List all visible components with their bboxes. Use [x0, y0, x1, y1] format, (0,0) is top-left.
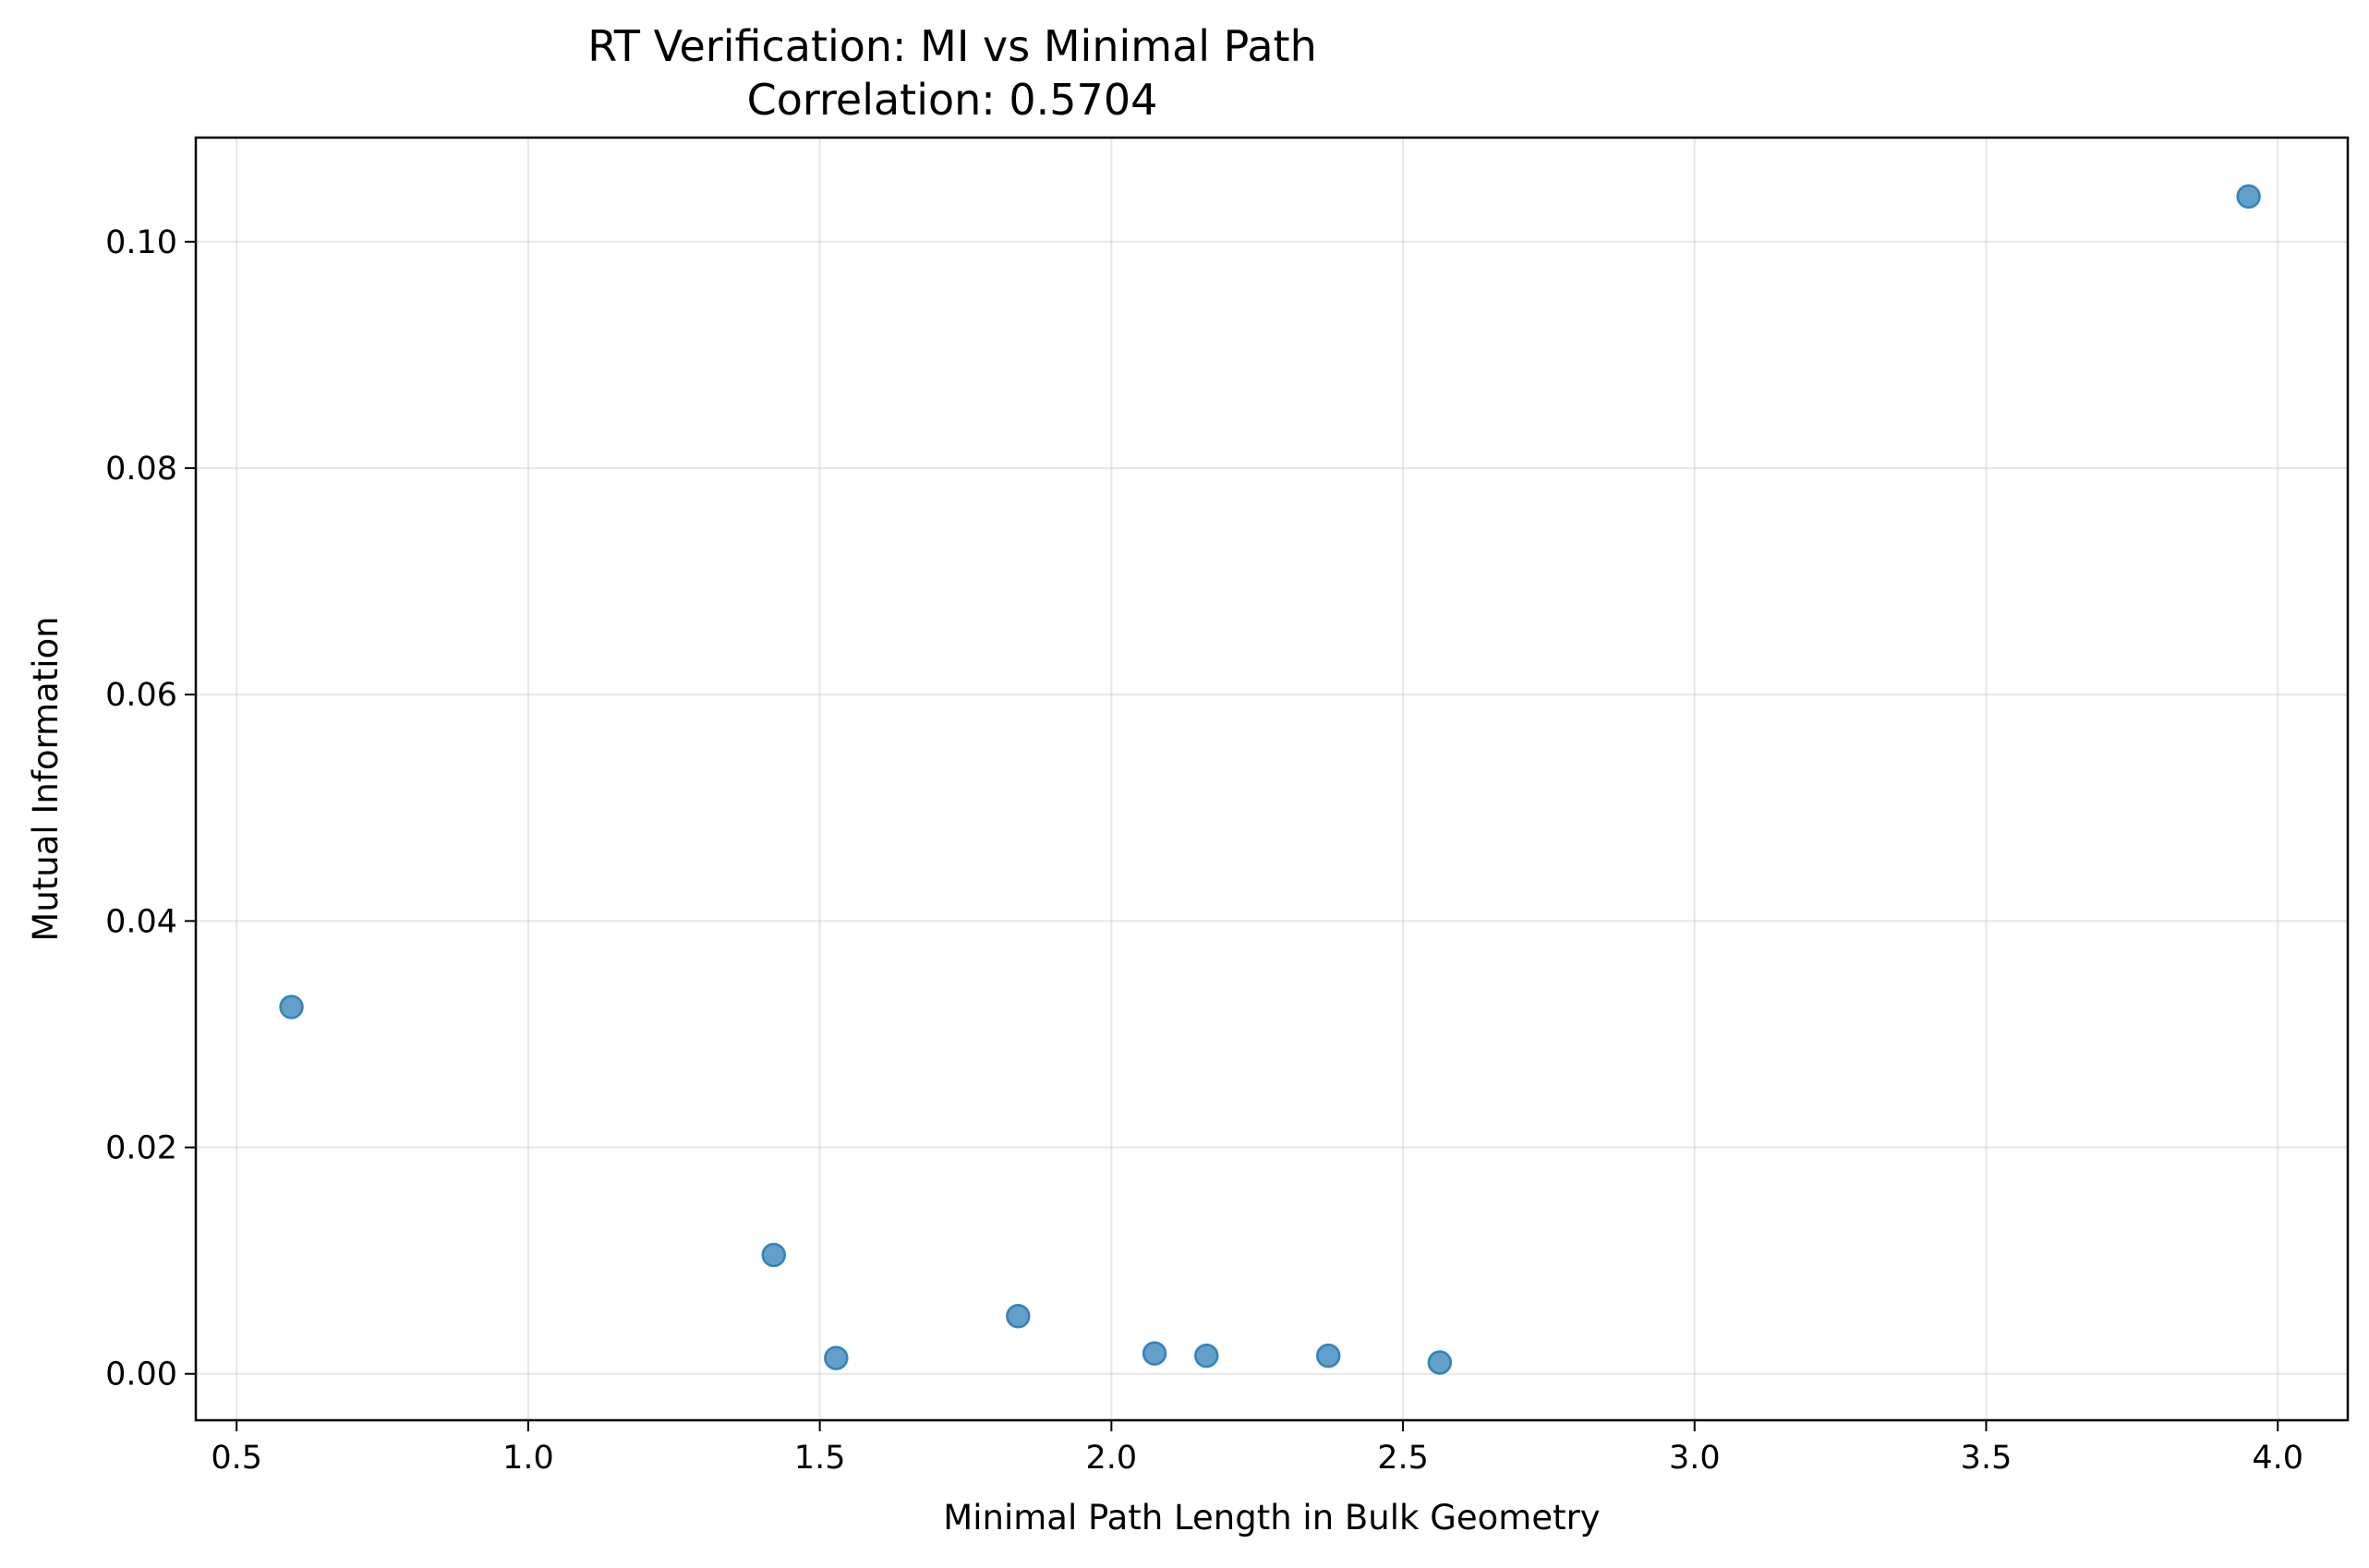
scatter-point	[2236, 184, 2261, 209]
y-tick-label: 0.06	[105, 677, 177, 714]
axis-ticks: 0.5 1.0 1.5 2.0 2.5 3.0 3.5 4.0 0.00 0.02 0.04 0.06…	[105, 224, 2303, 1477]
x-tick-label: 1.5	[794, 1440, 846, 1477]
x-tick-label: 3.5	[1961, 1440, 2012, 1477]
y-tick-label: 0.04	[105, 903, 177, 940]
x-tick-label: 2.5	[1377, 1440, 1429, 1477]
scatter-point	[824, 1345, 849, 1370]
y-tick-label: 0.00	[105, 1357, 177, 1393]
scatter-point	[761, 1242, 787, 1268]
y-tick-label: 0.02	[105, 1130, 177, 1167]
chart-title: RT Verification: MI vs Minimal Path	[587, 21, 1316, 71]
scatter-point	[279, 995, 304, 1019]
scatter-point	[1006, 1303, 1031, 1329]
data-points	[279, 184, 2261, 1375]
chart-subtitle: Correlation: 0.5704	[747, 75, 1158, 125]
scatter-point	[1142, 1341, 1167, 1366]
scatter-point	[1194, 1343, 1219, 1369]
scatter-point	[1315, 1343, 1341, 1369]
x-tick-label: 1.0	[502, 1440, 554, 1477]
y-tick-label: 0.08	[105, 451, 177, 488]
x-tick-label: 0.5	[211, 1440, 262, 1477]
scatter-point	[1427, 1350, 1453, 1375]
x-tick-label: 2.0	[1086, 1440, 1138, 1477]
grid-lines	[196, 138, 2348, 1420]
x-tick-label: 4.0	[2252, 1440, 2303, 1477]
x-axis-label: Minimal Path Length in Bulk Geometry	[943, 1498, 1600, 1538]
plot-frame	[194, 136, 2350, 1422]
x-tick-label: 3.0	[1669, 1440, 1721, 1477]
y-axis-label: Mutual Information	[26, 616, 66, 941]
y-tick-label: 0.10	[105, 224, 177, 261]
